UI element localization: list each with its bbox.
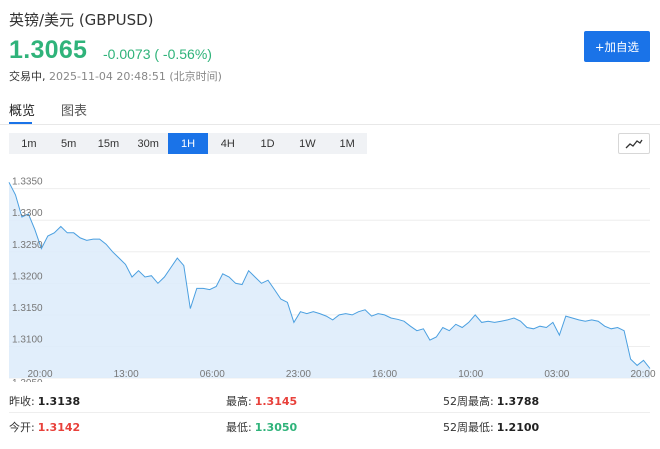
- x-tick-label: 16:00: [372, 369, 397, 380]
- chart-type-button[interactable]: [618, 133, 650, 154]
- high52-label: 52周最高:: [443, 395, 494, 408]
- stats-divider: [9, 412, 650, 413]
- tab-overview[interactable]: 概览: [9, 104, 36, 119]
- interval-4h[interactable]: 4H: [220, 137, 235, 150]
- y-tick-label: 1.3300: [12, 208, 43, 219]
- high-value: 1.3145: [254, 395, 298, 408]
- y-tick-label: 1.3050: [12, 378, 43, 382]
- trade-status: 交易中, 2025-11-04 20:48:51 (北京时间): [9, 68, 222, 84]
- open-value: 1.3142: [37, 421, 81, 434]
- x-tick-label: 20:00: [630, 369, 655, 380]
- x-tick-label: 13:00: [114, 369, 139, 380]
- stat-52w-high: 52周最高: 1.3788: [443, 393, 539, 409]
- y-tick-label: 1.3350: [12, 177, 43, 188]
- stat-open: 今开: 1.3142: [9, 419, 80, 435]
- x-tick-label: 06:00: [200, 369, 225, 380]
- timestamp: 2025-11-04 20:48:51 (北京时间): [49, 70, 222, 83]
- x-tick-label: 20:00: [27, 369, 52, 380]
- interval-1h[interactable]: 1H: [168, 133, 208, 154]
- stat-prev-close: 昨收: 1.3138: [9, 393, 80, 409]
- price-area: [9, 182, 650, 378]
- low52-label: 52周最低:: [443, 421, 494, 434]
- prev-close-value: 1.3138: [37, 395, 81, 408]
- stat-high: 最高: 1.3145: [226, 393, 297, 409]
- y-tick-label: 1.3250: [12, 240, 43, 251]
- x-tick-label: 10:00: [458, 369, 483, 380]
- price-chart[interactable]: 1.3350 1.3300 1.3250 1.3200 1.3150 1.3100 1.30…: [0, 162, 660, 382]
- tab-chart[interactable]: 图表: [61, 104, 88, 119]
- price-line: [8, 182, 651, 369]
- x-tick-label: 23:00: [286, 369, 311, 380]
- open-label: 今开:: [9, 421, 35, 434]
- high-label: 最高:: [226, 395, 252, 408]
- low-value: 1.3050: [254, 421, 298, 434]
- interval-selector: 1m 5m 15m 30m 1H 4H 1D 1W 1M: [9, 133, 367, 154]
- active-tab-indicator: [9, 122, 32, 124]
- interval-1d[interactable]: 1D: [260, 137, 275, 150]
- current-price: 1.3065: [9, 36, 88, 64]
- tab-bar: 概览 图表: [0, 100, 660, 124]
- low52-value: 1.2100: [496, 421, 540, 434]
- trade-state: 交易中,: [9, 70, 46, 83]
- prev-close-label: 昨收:: [9, 395, 35, 408]
- low-label: 最低:: [226, 421, 252, 434]
- interval-1m[interactable]: 1m: [21, 137, 37, 150]
- y-tick-label: 1.3200: [12, 271, 43, 282]
- y-tick-label: 1.3100: [12, 334, 43, 345]
- stat-low: 最低: 1.3050: [226, 419, 297, 435]
- price-change: -0.0073 ( -0.56%): [103, 46, 212, 62]
- interval-30m[interactable]: 30m: [137, 137, 159, 150]
- y-tick-label: 1.3150: [12, 303, 43, 314]
- tab-divider: [0, 124, 660, 125]
- interval-1w[interactable]: 1W: [299, 137, 316, 150]
- high52-value: 1.3788: [496, 395, 540, 408]
- instrument-title: 英镑/美元 (GBPUSD): [9, 11, 154, 29]
- line-chart-icon: [625, 139, 643, 148]
- stat-52w-low: 52周最低: 1.2100: [443, 419, 539, 435]
- add-to-watchlist-button[interactable]: +加自选: [584, 31, 650, 62]
- interval-5m[interactable]: 5m: [61, 137, 77, 150]
- interval-15m[interactable]: 15m: [97, 137, 120, 150]
- x-tick-label: 03:00: [544, 369, 569, 380]
- interval-1month[interactable]: 1M: [339, 137, 355, 150]
